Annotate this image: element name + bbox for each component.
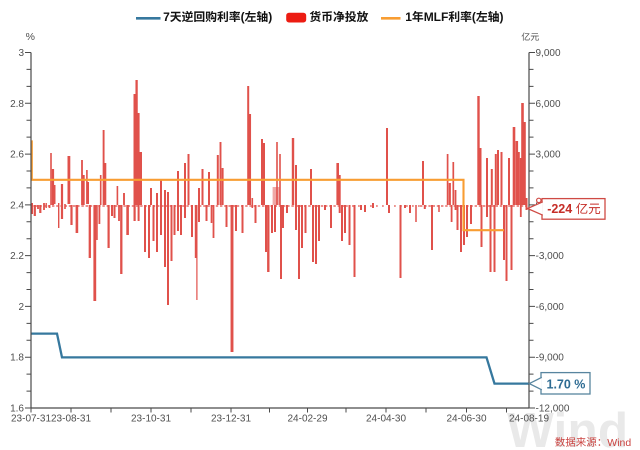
- svg-text:9,000: 9,000: [536, 48, 561, 59]
- svg-text:1.6: 1.6: [10, 404, 24, 415]
- svg-text:23-12-31: 23-12-31: [211, 414, 251, 425]
- svg-text:6,000: 6,000: [536, 99, 561, 110]
- svg-text:-3,000: -3,000: [536, 251, 565, 262]
- svg-text:2: 2: [18, 302, 24, 313]
- svg-text:2.8: 2.8: [10, 99, 24, 110]
- svg-text:-9,000: -9,000: [536, 353, 565, 364]
- svg-text:MLF: MLF: [424, 10, 449, 24]
- svg-text:(: (: [472, 10, 476, 24]
- svg-text:-224: -224: [547, 202, 572, 216]
- svg-text:1: 1: [405, 10, 412, 24]
- svg-text:%: %: [26, 31, 35, 43]
- svg-text:24-04-30: 24-04-30: [366, 414, 406, 425]
- svg-text:): ): [500, 10, 504, 24]
- svg-text:Wind: Wind: [607, 437, 631, 449]
- svg-text:2.2: 2.2: [10, 251, 24, 262]
- svg-text:24-06-30: 24-06-30: [446, 414, 486, 425]
- svg-text:24-08-19: 24-08-19: [509, 414, 549, 425]
- svg-text:23-10-31: 23-10-31: [131, 414, 171, 425]
- svg-text:(: (: [241, 10, 245, 24]
- svg-text:23-07-31: 23-07-31: [11, 414, 51, 425]
- svg-text:-12,000: -12,000: [536, 404, 570, 415]
- svg-text:1.70 %: 1.70 %: [547, 377, 586, 391]
- svg-text:24-02-29: 24-02-29: [287, 414, 327, 425]
- svg-text:1.8: 1.8: [10, 353, 24, 364]
- svg-text:23-08-31: 23-08-31: [51, 414, 91, 425]
- svg-text:7: 7: [163, 10, 170, 24]
- svg-text:3: 3: [18, 48, 24, 59]
- svg-text:2.6: 2.6: [10, 150, 24, 161]
- svg-text:3,000: 3,000: [536, 150, 561, 161]
- svg-text:2.4: 2.4: [10, 200, 24, 211]
- svg-text:-6,000: -6,000: [536, 302, 565, 313]
- svg-text:): ): [268, 10, 272, 24]
